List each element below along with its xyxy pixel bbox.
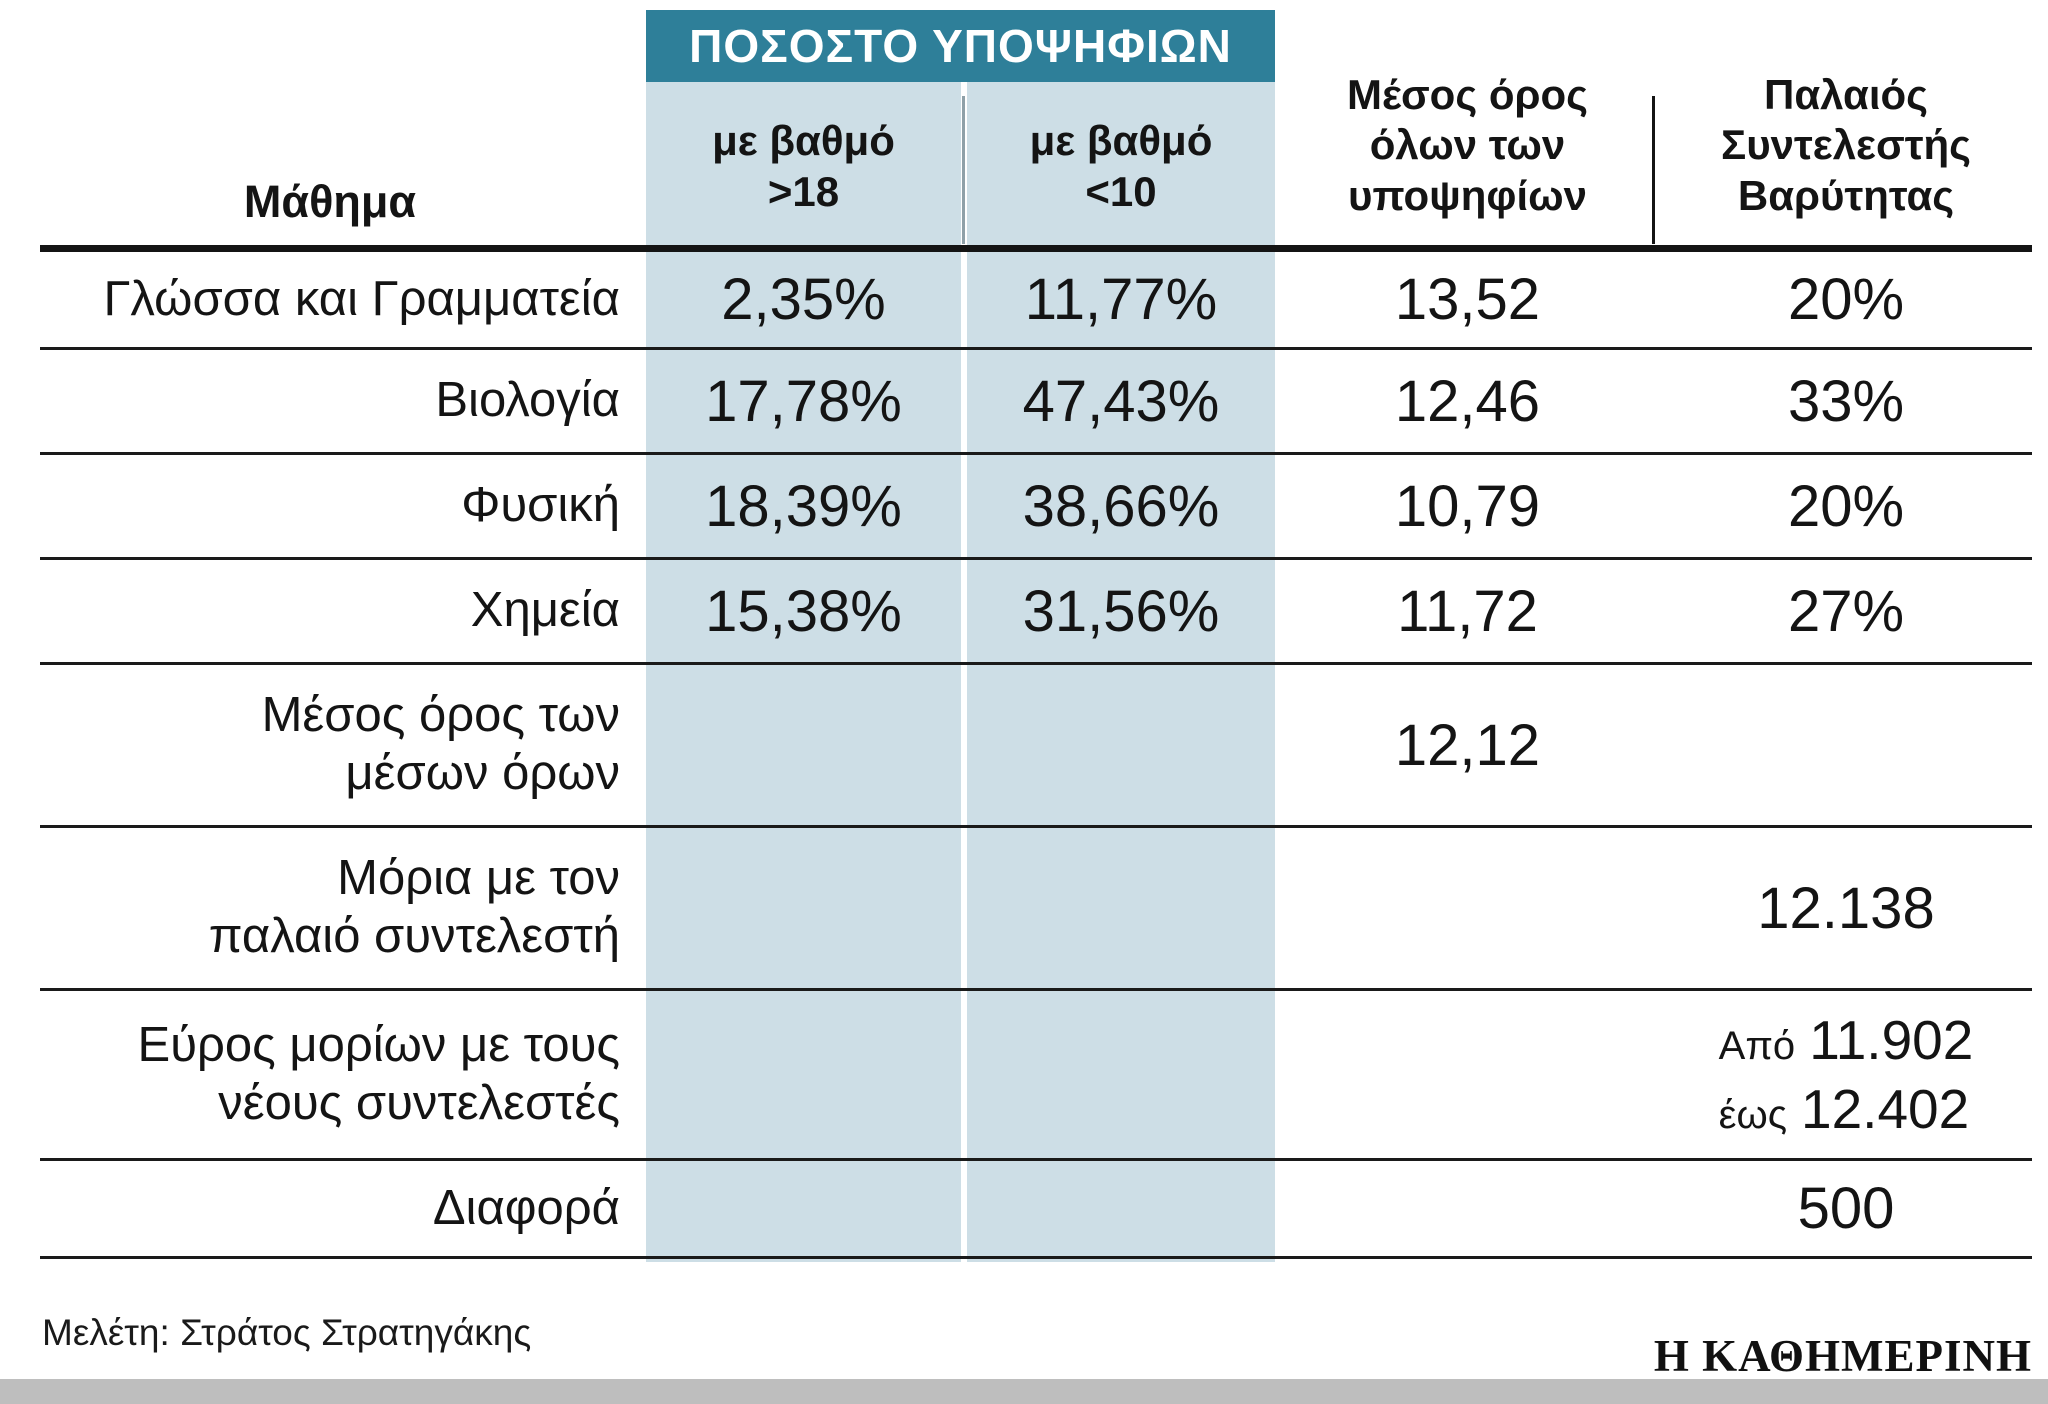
row-label: Γλώσσα και Γραμματεία xyxy=(103,271,620,326)
cell-average: 11,72 xyxy=(1397,578,1538,644)
cell-gt18: 2,35% xyxy=(721,267,886,332)
bottom-gray-bar xyxy=(0,1379,2048,1404)
cell-old-coefficient: 27% xyxy=(1787,578,1905,644)
header-gt18: με βαθμό >18 xyxy=(712,117,895,215)
row-label: Μέσος όρος των μέσων όρων xyxy=(261,688,620,800)
cell-old-coefficient: 12.138 xyxy=(1757,875,1935,941)
cell-gt18: 18,39% xyxy=(705,473,902,539)
table-row: Μόρια με τον παλαιό συντελεστή 12.138 xyxy=(40,828,2032,991)
row-label: Διαφορά xyxy=(432,1180,620,1235)
table-row: Βιολογία 17,78% 47,43% 12,46 33% xyxy=(40,350,2032,455)
table-header-row: Μάθημα με βαθμό >18 με βαθμό <10 Μέσος ό… xyxy=(40,71,2032,245)
header-lt10: με βαθμό <10 xyxy=(1029,117,1213,215)
header-vertical-divider xyxy=(1652,96,1655,244)
group-header-title: ΠΟΣΟΣΤΟ ΥΠΟΨΗΦΙΩΝ xyxy=(689,20,1232,72)
header-subject: Μάθημα xyxy=(243,176,417,227)
table-body: Γλώσσα και Γραμματεία 2,35% 11,77% 13,52… xyxy=(40,252,2032,1259)
table-row: Εύρος μορίων με τους νέους συντελεστές Α… xyxy=(40,991,2032,1161)
cell-lt10: 47,43% xyxy=(1022,368,1220,434)
header-old-coefficient: Παλαιός Συντελεστής Βαρύτητας xyxy=(1721,70,1971,219)
cell-old-coefficient: 20% xyxy=(1787,473,1905,539)
highlight-column-gt18 xyxy=(646,80,961,1262)
range-from-value: 11.902 xyxy=(1809,1008,1974,1071)
row-label: Εύρος μορίων με τους νέους συντελεστές xyxy=(137,1017,620,1130)
cell-gt18: 15,38% xyxy=(705,578,902,644)
group-header-band: ΠΟΣΟΣΤΟ ΥΠΟΨΗΦΙΩΝ xyxy=(646,10,1275,82)
range-from-label: Από xyxy=(1718,1023,1796,1068)
range-to-value: 12.402 xyxy=(1801,1077,1970,1140)
cell-old-coefficient: 33% xyxy=(1787,368,1905,434)
cell-lt10: 38,66% xyxy=(1022,473,1220,539)
table-row: Χημεία 15,38% 31,56% 11,72 27% xyxy=(40,560,2032,665)
row-label: Φυσική xyxy=(461,478,620,533)
range-to-label: έως xyxy=(1718,1092,1787,1137)
cell-old-coefficient: 20% xyxy=(1787,267,1905,332)
row-label: Βιολογία xyxy=(435,373,620,428)
value-range: Από 11.902 έως 12.402 xyxy=(1719,1006,1974,1144)
cell-average: 10,79 xyxy=(1394,473,1541,539)
study-credit: Μελέτη: Στράτος Στρατηγάκης xyxy=(42,1312,532,1353)
cell-gt18: 17,78% xyxy=(705,368,902,434)
cell-average: 12,46 xyxy=(1394,368,1541,434)
row-label: Χημεία xyxy=(470,583,620,638)
kathimerini-logo: Η ΚΑΘΗΜΕΡΙΝΗ xyxy=(1653,1331,2032,1381)
header-average: Μέσος όρος όλων των υποψηφίων xyxy=(1347,70,1588,219)
highlight-column-lt10 xyxy=(967,80,1275,1262)
cell-lt10: 11,77% xyxy=(1024,267,1218,332)
cell-average: 12,12 xyxy=(1394,712,1541,778)
table-row: Γλώσσα και Γραμματεία 2,35% 11,77% 13,52… xyxy=(40,252,2032,350)
cell-old-coefficient: 500 xyxy=(1797,1176,1895,1241)
row-label: Μόρια με τον παλαιό συντελεστή xyxy=(208,851,620,963)
table-row: Μέσος όρος των μέσων όρων 12,12 xyxy=(40,665,2032,828)
header-separator-line xyxy=(40,245,2032,252)
table-row: Φυσική 18,39% 38,66% 10,79 20% xyxy=(40,455,2032,560)
header-column-divider xyxy=(962,96,965,244)
cell-average: 13,52 xyxy=(1394,267,1541,332)
table-row: Διαφορά 500 xyxy=(40,1161,2032,1259)
cell-lt10: 31,56% xyxy=(1022,578,1220,644)
cell-old-range: Από 11.902 έως 12.402 xyxy=(1660,1006,2032,1144)
